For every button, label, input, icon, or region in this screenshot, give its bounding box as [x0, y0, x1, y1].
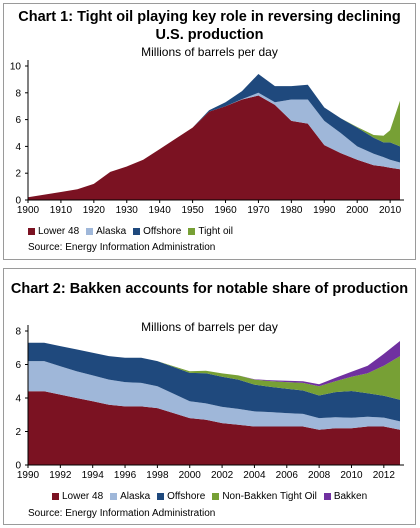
legend-item-offshore: Offshore	[133, 226, 181, 237]
legend-swatch	[86, 228, 94, 235]
x-tick-label: 1992	[49, 470, 72, 481]
chart-1-legend: Lower 48 Alaska Offshore Tight oil	[28, 226, 240, 237]
legend-item-tight: Tight oil	[188, 226, 233, 237]
x-tick-label: 2008	[308, 470, 331, 481]
y-tick-label: 6	[15, 115, 21, 126]
chart-1-plot: 0 2 4 6 8 10 1900 1910 1920 1930 1940 1950 1960 1970 1…	[10, 60, 404, 216]
y-tick-label: 0	[15, 196, 21, 207]
x-tick-label: 2010	[340, 470, 363, 481]
x-tick-label: 1960	[214, 205, 237, 216]
chart-2-plot: 0 2 4 6 8 1990 1992 1994 1996 1998 2000 2002 2004 200…	[15, 325, 404, 481]
chart-2-legend: Lower 48 Alaska Offshore Non-Bakken Tight O…	[52, 491, 374, 502]
y-tick-label: 0	[15, 461, 21, 472]
x-tick-label: 2006	[276, 470, 299, 481]
x-tick-label: 2004	[243, 470, 266, 481]
x-tick-label: 1980	[280, 205, 303, 216]
legend-swatch	[188, 228, 196, 235]
x-tick-label: 2000	[346, 205, 369, 216]
y-tick-label: 6	[15, 360, 21, 371]
legend-item-offshore: Offshore	[157, 491, 205, 502]
y-tick-label: 4	[15, 394, 21, 405]
x-tick-label: 1910	[50, 205, 73, 216]
legend-swatch	[212, 493, 220, 500]
legend-label: Non-Bakken Tight Oil	[222, 491, 317, 502]
area-series-alaska	[28, 92, 400, 198]
legend-swatch	[28, 228, 35, 235]
x-tick-label: 1990	[17, 470, 40, 481]
x-tick-label: 1920	[83, 205, 106, 216]
area-series-lower48	[28, 391, 400, 465]
x-tick-label: 2002	[211, 470, 234, 481]
area-series-offshore	[28, 342, 400, 422]
x-tick-label: 2010	[379, 205, 402, 216]
area-series-lower48	[28, 95, 400, 200]
legend-label: Tight oil	[198, 226, 233, 237]
y-tick-label: 4	[15, 142, 21, 153]
legend-swatch	[133, 228, 141, 235]
legend-swatch	[323, 493, 331, 500]
x-tick-label: 1996	[114, 470, 137, 481]
y-tick-label: 10	[10, 62, 22, 73]
y-tick-label: 2	[15, 427, 21, 438]
legend-swatch	[157, 493, 165, 500]
y-tick-label: 2	[15, 169, 21, 180]
x-tick-label: 2000	[179, 470, 202, 481]
area-series-nonbakken	[28, 342, 400, 400]
legend-label: Lower 48	[38, 226, 80, 237]
legend-label: Offshore	[143, 226, 182, 237]
legend-item-alaska: Alaska	[86, 226, 126, 237]
legend-label: Alaska	[120, 491, 151, 502]
y-tick-label: 8	[15, 88, 21, 99]
x-tick-label: 1994	[82, 470, 105, 481]
chart-1-source: Source: Energy Information Administratio…	[28, 242, 216, 253]
legend-item-alaska: Alaska	[110, 491, 150, 502]
x-tick-label: 1930	[116, 205, 139, 216]
chart-2-subtitle: Millions of barrels per day	[141, 320, 278, 334]
legend-item-nonbakken: Non-Bakken Tight Oil	[212, 491, 317, 502]
x-tick-label: 1970	[247, 205, 270, 216]
legend-label: Alaska	[96, 226, 127, 237]
chart-2-title: Chart 2: Bakken accounts for notable sha…	[10, 281, 409, 297]
legend-swatch	[110, 493, 118, 500]
chart-1-panel: Chart 1: Tight oil playing key role in r…	[3, 3, 416, 260]
x-tick-label: 2012	[373, 470, 396, 481]
chart-1-title: Chart 1: Tight oil playing key role in r…	[18, 9, 401, 43]
legend-swatch	[52, 493, 59, 500]
chart-1-subtitle: Millions of barrels per day	[141, 45, 278, 59]
area-series-alaska	[28, 361, 400, 430]
legend-item-lower48: Lower 48	[52, 491, 103, 502]
x-tick-label: 1940	[149, 205, 172, 216]
x-tick-label: 1950	[181, 205, 204, 216]
x-tick-label: 1900	[17, 205, 40, 216]
x-tick-label: 1998	[146, 470, 169, 481]
legend-item-lower48: Lower 48	[28, 226, 79, 237]
legend-label: Lower 48	[62, 491, 104, 502]
chart-2-panel: Chart 2: Bakken accounts for notable sha…	[3, 268, 416, 525]
legend-label: Bakken	[333, 491, 368, 502]
chart-2-source: Source: Energy Information Administratio…	[28, 508, 216, 519]
y-tick-label: 8	[15, 327, 21, 338]
x-tick-label: 1990	[313, 205, 336, 216]
legend-item-bakken: Bakken	[323, 491, 368, 502]
legend-label: Offshore	[167, 491, 206, 502]
